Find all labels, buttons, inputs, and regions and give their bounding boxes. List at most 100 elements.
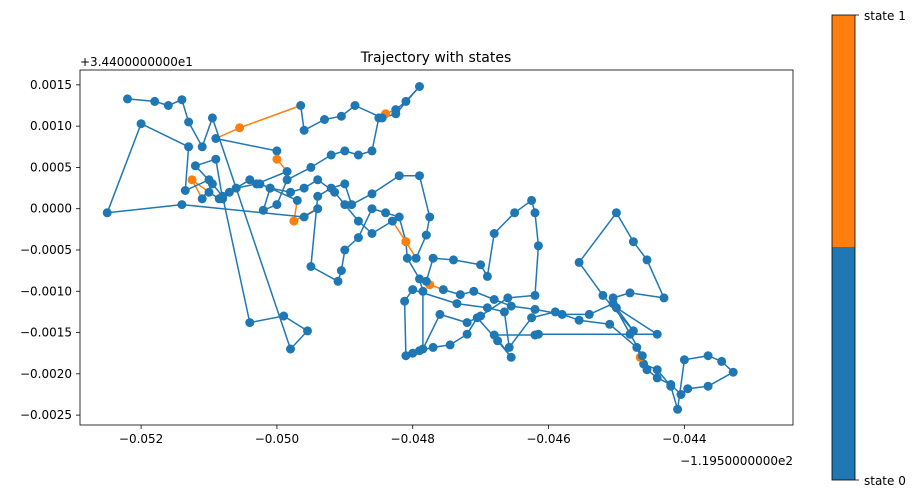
trajectory-point-state-0	[435, 309, 445, 319]
trajectory-segment	[211, 117, 292, 350]
trajectory-point-state-0	[286, 344, 295, 354]
x-tick-label: −0.052	[119, 432, 163, 446]
trajectory-point-state-0	[530, 330, 540, 340]
trajectory-point-state-0	[628, 237, 638, 247]
trajectory-segment	[615, 212, 635, 243]
trajectory-segment	[508, 317, 533, 348]
trajectory-point-state-0	[679, 355, 689, 365]
trajectory-segment	[106, 123, 142, 214]
trajectory-point-state-0	[428, 342, 438, 352]
trajectory-point-state-0	[218, 191, 228, 201]
trajectory-segment	[615, 307, 635, 332]
trajectory-point-state-0	[381, 208, 391, 218]
trajectory-point-state-0	[320, 115, 329, 124]
trajectory-point-state-0	[527, 195, 537, 205]
trajectory-point-state-0	[299, 212, 309, 222]
trajectory-point-state-0	[340, 245, 350, 255]
trajectory-point-state-0	[330, 187, 340, 197]
trajectory-point-state-0	[418, 344, 428, 354]
trajectory-point-state-1	[401, 237, 411, 247]
trajectory-point-state-0	[499, 307, 509, 317]
trajectory-point-state-0	[340, 146, 350, 156]
trajectory-point-state-0	[211, 154, 221, 164]
trajectory-point-state-0	[306, 162, 316, 172]
trajectory-segment	[310, 265, 339, 282]
trajectory-segment	[371, 117, 380, 152]
trajectory-segment	[357, 208, 373, 238]
trajectory-segment	[249, 315, 284, 324]
trajectory-point-state-0	[608, 299, 618, 309]
trajectory-point-state-0	[402, 253, 412, 263]
trajectory-segment	[453, 259, 481, 266]
trajectory-segment	[181, 203, 305, 218]
trajectory-point-state-0	[642, 365, 652, 375]
trajectory-point-state-0	[425, 212, 435, 222]
trajectory-segment	[221, 196, 251, 323]
trajectory-segment	[201, 117, 214, 148]
trajectory-point-state-0	[184, 117, 194, 127]
y-tick-label: −0.0015	[20, 326, 72, 340]
trajectory-point-state-0	[652, 373, 662, 383]
y-tick-label: 0.0010	[30, 119, 72, 133]
trajectory-point-state-0	[642, 255, 652, 265]
axes-frame	[79, 69, 794, 426]
trajectory-point-state-0	[400, 296, 410, 306]
trajectory-point-state-0	[415, 274, 424, 284]
trajectory-point-state-0	[510, 208, 520, 218]
trajectory-point-state-0	[367, 204, 377, 214]
trajectory-point-state-1	[272, 154, 282, 164]
trajectory-point-state-0	[272, 200, 282, 210]
trajectory-point-state-1	[235, 123, 245, 133]
trajectory-segment	[456, 302, 488, 309]
trajectory-point-state-0	[258, 205, 268, 215]
trajectory-point-state-0	[469, 286, 479, 296]
trajectory-segment	[534, 245, 540, 296]
trajectory-point-state-0	[102, 208, 112, 218]
trajectory-point-state-0	[504, 342, 514, 352]
x-tick-label: −0.046	[526, 432, 570, 446]
trajectory-point-state-0	[428, 253, 438, 263]
trajectory-segment	[707, 371, 734, 387]
y-tick-label: −0.0010	[20, 284, 72, 298]
trajectory-point-state-1	[187, 175, 197, 185]
trajectory-segment	[184, 146, 190, 191]
trajectory-point-state-0	[449, 255, 458, 265]
trajectory-point-state-0	[306, 262, 316, 271]
trajectory-point-state-0	[652, 329, 662, 339]
chart-title: Trajectory with states	[360, 50, 512, 66]
trajectory-point-state-0	[353, 216, 363, 226]
trajectory-point-state-0	[282, 175, 292, 185]
trajectory-point-state-0	[204, 175, 214, 185]
trajectory-point-state-0	[533, 241, 543, 251]
trajectory-segment	[239, 104, 301, 129]
trajectory-point-state-0	[303, 326, 312, 336]
trajectory-point-state-0	[503, 293, 513, 303]
trajectory-point-state-0	[527, 313, 537, 323]
trajectory-point-state-0	[350, 101, 360, 110]
trajectory-segment	[187, 121, 203, 148]
trajectory-point-state-0	[455, 290, 465, 300]
trajectory-point-state-0	[394, 171, 404, 181]
trajectory-point-state-0	[197, 194, 207, 204]
trajectory-point-state-0	[557, 309, 567, 319]
trajectory-point-state-0	[666, 380, 676, 389]
trajectory-point-state-0	[637, 351, 647, 361]
trajectory-point-state-0	[353, 233, 363, 243]
trajectory-point-state-1	[289, 216, 299, 226]
trajectory-segment	[629, 292, 665, 299]
trajectory-point-state-0	[401, 351, 411, 361]
trajectory-point-state-0	[683, 384, 693, 394]
trajectory-segment	[269, 187, 298, 202]
trajectory-segment	[140, 123, 189, 148]
trajectory-point-state-0	[482, 303, 492, 313]
trajectory-point-state-0	[401, 96, 411, 106]
trajectory-point-state-0	[625, 329, 635, 339]
trajectory-segment	[403, 301, 407, 356]
trajectory-point-state-0	[190, 161, 200, 171]
trajectory-point-state-0	[625, 288, 635, 298]
trajectory-point-state-0	[255, 179, 265, 189]
plot-area	[102, 82, 738, 414]
axes: −0.052 −0.050 −0.048 −0.046 −0.044 0.0015 0.00…	[20, 69, 794, 446]
trajectory-segment	[418, 175, 431, 218]
